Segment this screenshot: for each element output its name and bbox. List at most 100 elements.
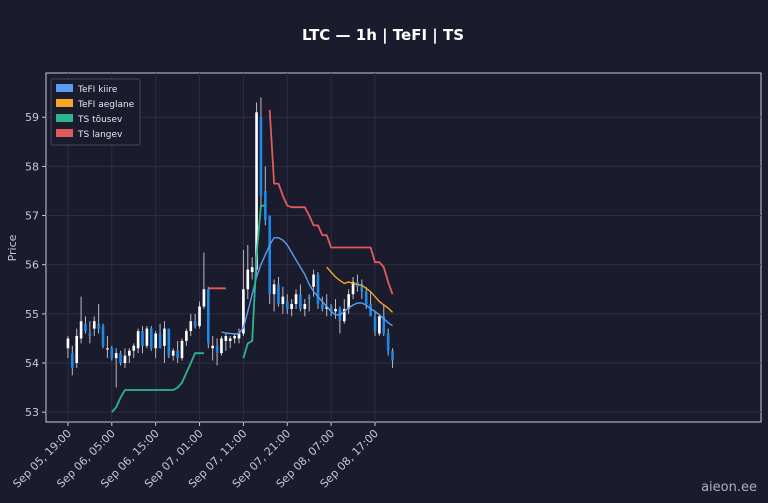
candle-body <box>246 269 250 290</box>
y-tick-label: 59 <box>25 111 39 124</box>
candle-body <box>92 321 96 329</box>
candle-body <box>206 289 210 344</box>
legend-swatch <box>56 84 73 92</box>
legend-swatch <box>56 114 73 122</box>
series-line <box>221 237 393 335</box>
candle-body <box>237 333 241 339</box>
candle-body <box>329 306 333 312</box>
candle-body <box>316 274 320 305</box>
y-tick-label: 57 <box>25 210 39 223</box>
watermark: aieon.ee <box>701 480 757 495</box>
candle-body <box>382 316 386 334</box>
candle-body <box>158 333 162 349</box>
candle-body <box>321 304 324 309</box>
candle-body <box>373 316 377 332</box>
candle-body <box>364 291 368 305</box>
candle-body <box>264 190 267 221</box>
candle-body <box>299 294 302 309</box>
candle-body <box>84 323 87 332</box>
legend-box <box>50 78 141 146</box>
candle-body <box>224 335 228 341</box>
candle-body <box>360 284 364 292</box>
candle-body <box>154 333 157 349</box>
candle-body <box>303 304 307 309</box>
legend-label: TeFI aeglane <box>77 100 135 110</box>
indicator-lines <box>111 109 394 413</box>
candle-body <box>233 335 236 339</box>
series-line <box>111 204 266 413</box>
candle-body <box>281 296 285 305</box>
candle-body <box>277 284 280 305</box>
candle-body <box>307 296 311 300</box>
candle-body <box>123 355 127 364</box>
candle-body <box>141 331 144 346</box>
series-line <box>208 109 394 295</box>
candle-body <box>171 350 175 356</box>
series-line <box>326 266 393 313</box>
y-tick-label: 54 <box>25 357 39 370</box>
candle-body <box>220 338 223 354</box>
candle-body <box>386 333 390 351</box>
candle-body <box>202 289 206 307</box>
candle-body <box>391 350 394 361</box>
candle-body <box>294 294 298 305</box>
candle-body <box>163 328 166 346</box>
plot-area <box>45 72 762 423</box>
candle-body <box>71 353 74 368</box>
candle-body <box>128 350 131 356</box>
y-tick-label: 55 <box>25 308 39 321</box>
legend-swatch <box>56 129 73 137</box>
candle-body <box>347 294 350 309</box>
legend-label: TeFI kiire <box>77 85 118 95</box>
candle-body <box>250 267 254 273</box>
y-tick-label: 53 <box>25 406 39 419</box>
candle-body <box>180 340 184 359</box>
candle-body <box>268 215 272 295</box>
candle-body <box>75 335 79 364</box>
candle-body <box>198 306 201 327</box>
candle-body <box>119 353 122 364</box>
candle-body <box>66 338 70 349</box>
y-axis-label: Price <box>6 234 19 261</box>
candle-body <box>132 345 136 351</box>
candle-body <box>79 321 83 339</box>
candle-body <box>290 304 293 309</box>
legend-swatch <box>56 99 73 107</box>
candle-body <box>101 326 105 346</box>
y-tick-label: 56 <box>25 259 39 272</box>
candle-body <box>114 353 118 359</box>
candle-body <box>334 308 337 312</box>
candle-body <box>312 274 315 287</box>
legend-label: TS langev <box>77 130 123 140</box>
candle-body <box>211 345 215 349</box>
candle-body <box>193 321 197 327</box>
candle-body <box>285 301 289 309</box>
candle-body <box>97 323 100 329</box>
candle-body <box>272 284 276 295</box>
candle-body <box>369 304 372 317</box>
y-axis: 53 54 55 56 57 58 59 <box>25 111 46 419</box>
legend-label: TS tõusev <box>77 115 123 125</box>
candle-body <box>259 117 263 196</box>
legend: TeFI kiire TeFI aeglane TS tõusev TS langev <box>50 78 141 146</box>
candle-body <box>110 348 114 359</box>
candle-body <box>351 281 355 295</box>
candle-body <box>325 306 329 309</box>
candle-body <box>378 316 381 334</box>
candle-body <box>215 345 219 354</box>
candle-body <box>242 289 245 334</box>
candle-body <box>189 321 193 332</box>
candle-body <box>149 328 153 349</box>
candle-body <box>228 338 232 341</box>
candle-body <box>342 308 346 322</box>
chart-title: LTC — 1h | TeFI | TS <box>302 26 464 45</box>
candle-body <box>167 328 171 356</box>
candle-body <box>106 348 109 350</box>
candle-body <box>136 331 140 349</box>
candle-body <box>176 350 179 359</box>
candle-body <box>255 112 258 270</box>
candle-body <box>145 328 149 346</box>
candle-body <box>88 333 92 336</box>
